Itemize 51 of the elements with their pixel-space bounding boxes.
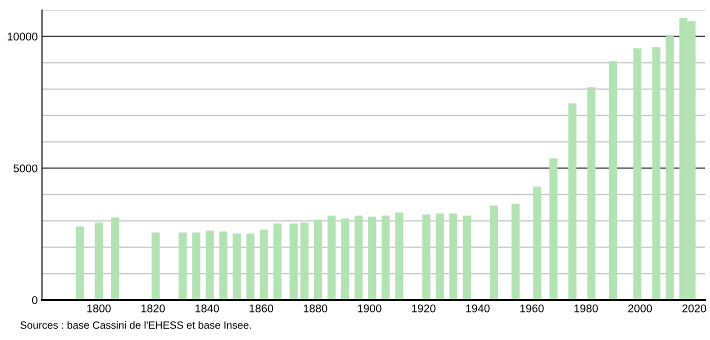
bar	[327, 216, 336, 300]
bar	[260, 230, 268, 300]
bar	[666, 36, 674, 300]
bar	[608, 61, 618, 300]
x-tick-label: 1980	[574, 304, 598, 312]
x-tick-label: 1840	[196, 304, 219, 312]
x-tick-label: 1800	[87, 304, 111, 312]
bar	[246, 234, 254, 300]
bar	[449, 214, 458, 300]
bar	[395, 212, 404, 300]
bar	[512, 204, 520, 300]
source-note: Sources : base Cassini de l'EHESS et base Insee.	[20, 321, 251, 329]
bar	[273, 224, 282, 300]
bar	[152, 232, 160, 300]
bar	[422, 214, 430, 300]
bar	[462, 216, 471, 300]
x-tick-label: 1880	[304, 304, 328, 312]
x-tick-label: 1860	[250, 304, 274, 312]
bar	[94, 222, 103, 300]
bar	[652, 47, 660, 300]
bar	[533, 186, 542, 300]
bar	[490, 206, 498, 300]
bar	[549, 158, 558, 300]
bar	[219, 231, 228, 300]
y-tick-label: 5000	[14, 164, 38, 172]
bar	[382, 216, 390, 300]
x-tick-label: 1900	[358, 304, 382, 312]
x-tick-label: 1960	[520, 304, 544, 312]
bar	[568, 103, 576, 300]
bar	[587, 87, 596, 300]
bar	[192, 232, 200, 300]
bar	[300, 222, 309, 300]
bar	[314, 220, 322, 300]
x-tick-label: 2000	[628, 304, 652, 312]
bar	[633, 48, 642, 300]
bar	[178, 232, 187, 300]
bar	[354, 216, 363, 300]
bar	[111, 217, 120, 300]
x-tick-label: 1820	[141, 304, 165, 312]
x-tick-label: 2020	[682, 304, 706, 312]
x-tick-label: 1920	[412, 304, 436, 312]
bar	[368, 216, 376, 300]
bar	[341, 218, 350, 300]
x-tick-label: 1940	[466, 304, 490, 312]
bar	[232, 234, 241, 300]
bar	[290, 224, 298, 300]
bar	[436, 214, 444, 300]
y-tick-label: 10000	[8, 32, 38, 40]
y-tick-label: 0	[32, 296, 38, 304]
bar	[206, 230, 214, 300]
bar	[76, 226, 84, 300]
